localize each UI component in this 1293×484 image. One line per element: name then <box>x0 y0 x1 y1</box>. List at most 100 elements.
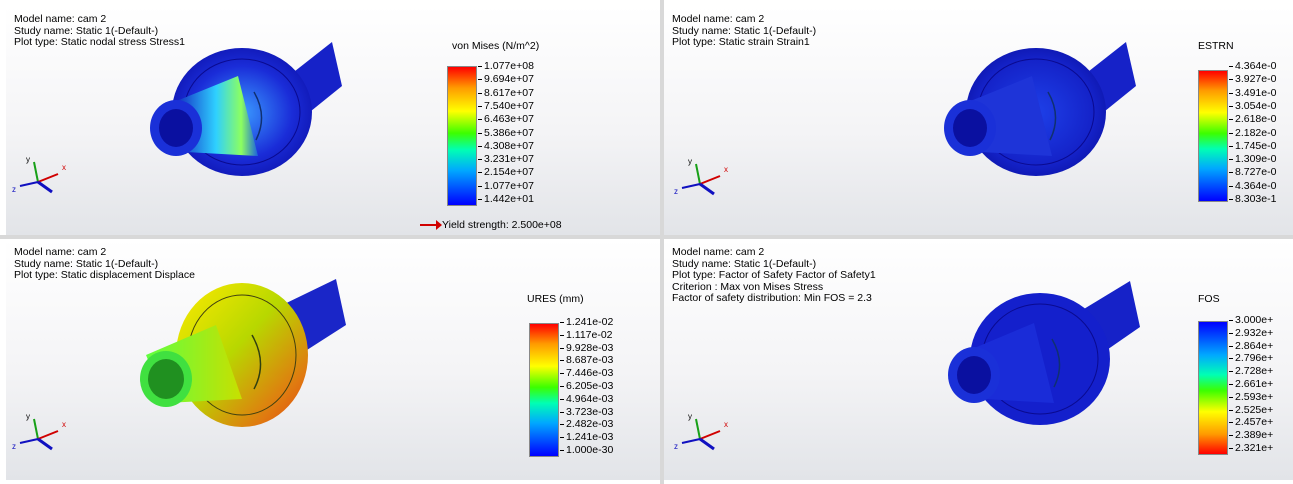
legend-ticks: 1.077e+08 9.694e+07 8.617e+07 7.540e+07 6.46… <box>478 61 562 206</box>
legend-tick-label: 5.386e+07 <box>478 127 534 138</box>
plot-type: Plot type: Static nodal stress Stress1 <box>14 36 185 48</box>
legend-title: URES (mm) <box>527 293 584 305</box>
legend-color-bar <box>1198 70 1228 202</box>
legend-tick-label: 2.593e+ <box>1229 392 1273 402</box>
legend-tick-label: 2.482e-03 <box>560 419 613 430</box>
legend-tick-label: 2.796e+ <box>1229 353 1273 364</box>
stress-plot-viewport[interactable]: Model name: cam 2 Study name: Static 1(-… <box>6 6 660 235</box>
cam-part <box>948 281 1140 425</box>
strain-plot-viewport[interactable]: Model name: cam 2 Study name: Static 1(-… <box>664 6 1293 235</box>
legend-tick-label: 1.241e-03 <box>560 432 613 442</box>
legend-tick-label: 2.618e-0 <box>1229 114 1276 124</box>
legend-tick-label: 1.117e-02 <box>560 330 613 340</box>
legend-color-bar <box>529 323 559 457</box>
triad-y-label: y <box>26 155 30 164</box>
legend-tick-label: 8.727e-0 <box>1229 167 1276 178</box>
cam-part <box>944 42 1136 176</box>
triad-x-label: x <box>62 420 66 429</box>
triad-x-label: x <box>62 163 66 172</box>
legend-title: ESTRN <box>1198 40 1234 52</box>
triad-y-label: y <box>688 412 692 421</box>
study-name: Study name: Static 1(-Default-) <box>672 24 817 37</box>
legend-tick-label: 3.491e-0 <box>1229 87 1276 98</box>
legend-tick-label: 1.000e-30 <box>560 445 613 455</box>
triad-z-label: z <box>674 442 678 451</box>
legend-tick-label: 7.540e+07 <box>478 101 534 111</box>
triad-icon: y x z <box>674 412 728 451</box>
legend-ticks: 1.241e-02 1.117e-02 9.928e-03 8.687e-03 7.44… <box>560 317 644 457</box>
plot-info: Model name: cam 2 Study name: Static 1(-… <box>14 13 185 49</box>
plot-info: Model name: cam 2 Study name: Static 1(-… <box>672 246 876 305</box>
legend-tick-label: 4.364e-0 <box>1229 61 1276 71</box>
legend-tick-label: 6.205e-03 <box>560 381 613 391</box>
legend-tick-label: 2.932e+ <box>1229 328 1273 338</box>
legend-ticks: 4.364e-0 3.927e-0 3.491e-0 3.054e-0 2.618e-0… <box>1229 61 1293 206</box>
triad-icon: y x z <box>12 155 66 194</box>
triad-z-label: z <box>12 442 16 451</box>
triad-x-label: x <box>724 165 728 174</box>
legend-tick-label: 7.446e-03 <box>560 368 613 378</box>
study-name: Study name: Static 1(-Default-) <box>14 257 159 270</box>
legend-tick-label: 1.745e-0 <box>1229 141 1276 151</box>
model-name: Model name: cam 2 <box>672 246 765 258</box>
stress-model-view <box>150 42 342 176</box>
fos-model-view <box>948 281 1140 425</box>
horizontal-divider <box>0 235 1293 239</box>
displacement-model-view <box>140 279 346 427</box>
legend-tick-label: 2.389e+ <box>1229 430 1273 440</box>
legend-tick-label: 6.463e+07 <box>478 114 534 124</box>
triad-icon: y x z <box>674 157 728 196</box>
legend-ticks: 3.000e+ 2.932e+ 2.864e+ 2.796e+ 2.728e+ 2.661… <box>1229 315 1293 455</box>
legend-tick-label: 3.927e-0 <box>1229 74 1276 85</box>
fos-distribution: Factor of safety distribution: Min FOS =… <box>672 292 872 304</box>
legend-tick-label: 4.308e+07 <box>478 141 534 151</box>
yield-strength-text: Yield strength: 2.500e+08 <box>442 219 562 231</box>
legend-tick-label: 9.694e+07 <box>478 74 534 85</box>
triad-y-label: y <box>26 412 30 421</box>
legend-tick-label: 1.309e-0 <box>1229 154 1276 164</box>
strain-model-view <box>944 42 1136 176</box>
triad-z-label: z <box>674 187 678 196</box>
triad-z-label: z <box>12 185 16 194</box>
plot-type: Plot type: Factor of Safety Factor of Sa… <box>672 269 876 281</box>
legend-tick-label: 3.054e-0 <box>1229 101 1276 111</box>
fos-plot-viewport[interactable]: Model name: cam 2 Study name: Static 1(-… <box>664 239 1293 480</box>
legend-tick-label: 8.617e+07 <box>478 87 534 98</box>
plot-type: Plot type: Static displacement Displace <box>14 269 195 281</box>
legend-tick-label: 1.077e+08 <box>478 61 534 71</box>
model-name: Model name: cam 2 <box>14 246 107 258</box>
legend-tick-label: 8.687e-03 <box>560 355 613 366</box>
plot-info: Model name: cam 2 Study name: Static 1(-… <box>672 13 817 49</box>
cam-part <box>150 42 342 176</box>
yield-strength-label: Yield strength: 2.500e+08 <box>420 219 562 231</box>
legend-tick-label: 3.000e+ <box>1229 315 1273 325</box>
legend-tick-label: 1.442e+01 <box>478 194 534 204</box>
triad-y-label: y <box>688 157 692 166</box>
plot-info: Model name: cam 2 Study name: Static 1(-… <box>14 246 195 282</box>
legend-tick-label: 1.077e+07 <box>478 180 534 191</box>
legend-title: von Mises (N/m^2) <box>452 40 540 52</box>
legend-tick-label: 3.723e-03 <box>560 406 613 417</box>
study-name: Study name: Static 1(-Default-) <box>672 257 817 270</box>
vertical-divider <box>660 0 664 484</box>
legend-tick-label: 4.964e-03 <box>560 394 613 404</box>
legend-tick-label: 2.728e+ <box>1229 366 1273 376</box>
criterion: Criterion : Max von Mises Stress <box>672 280 824 293</box>
legend-tick-label: 1.241e-02 <box>560 317 613 327</box>
legend-tick-label: 9.928e-03 <box>560 342 613 353</box>
displacement-plot-viewport[interactable]: Model name: cam 2 Study name: Static 1(-… <box>6 239 660 480</box>
yield-arrow-icon <box>420 220 442 231</box>
legend-tick-label: 2.154e+07 <box>478 167 534 178</box>
legend-tick-label: 2.182e-0 <box>1229 127 1276 138</box>
legend-tick-label: 2.525e+ <box>1229 404 1273 415</box>
legend-tick-label: 2.864e+ <box>1229 340 1273 351</box>
legend-tick-label: 2.661e+ <box>1229 379 1273 389</box>
legend-tick-label: 2.321e+ <box>1229 443 1273 453</box>
plot-type: Plot type: Static strain Strain1 <box>672 36 810 48</box>
legend-tick-label: 8.303e-1 <box>1229 194 1276 204</box>
model-name: Model name: cam 2 <box>14 13 107 25</box>
triad-x-label: x <box>724 420 728 429</box>
triad-icon: y x z <box>12 412 66 451</box>
study-name: Study name: Static 1(-Default-) <box>14 24 159 37</box>
legend-tick-label: 2.457e+ <box>1229 417 1273 428</box>
